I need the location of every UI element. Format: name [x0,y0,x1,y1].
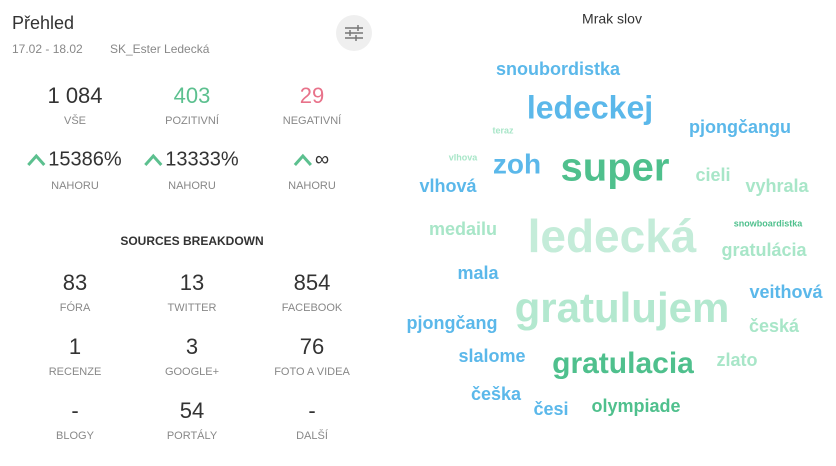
source-label: FACEBOOK [282,302,343,314]
source-value: 1 [69,334,81,359]
cloud-word: snowboardistka [734,218,804,228]
stat-label: POZITIVNÍ [165,114,220,127]
cloud-word: ledecká [528,210,697,262]
source-label: DALŠÍ [296,429,329,442]
cloud-word: pjongčangu [689,117,791,137]
sources-title: SOURCES BREAKDOWN [120,234,263,248]
cloud-word: gratulácia [721,240,807,260]
source-label: PORTÁLY [167,429,218,442]
up-arrow [144,153,163,166]
cloud-word: medailu [429,219,497,239]
cloud-word: cieli [695,165,730,185]
cloud-word: česká [749,316,800,336]
panel-title: Přehled [12,13,74,33]
stat-value: 403 [174,83,211,108]
change-label: NAHORU [51,180,99,192]
change-label: NAHORU [288,180,336,192]
filter-button[interactable] [336,15,372,51]
cloud-word: gratulacia [552,347,694,380]
cloud-word: zoh [493,148,541,179]
stat-value: 1 084 [47,83,102,108]
source-label: GOOGLE+ [165,366,219,378]
source-value: 83 [63,270,87,295]
cloud-word: zlato [716,350,757,370]
stat-label: VŠE [64,114,86,127]
cloud-word: gratulujem [515,284,730,331]
cloud-word: ledeckej [527,89,653,125]
source-value: 3 [186,334,198,359]
source-label: FÓRA [60,301,91,314]
source-value: 54 [180,398,204,423]
cloud-word: snoubordistka [496,59,621,79]
source-label: RECENZE [49,366,102,378]
cloud-word: češka [471,384,522,404]
profile-name: SK_Ester Ledecká [110,42,210,56]
cloud-title: Mrak slov [582,11,642,27]
cloud-word: vlhová [419,176,477,196]
change-value: ∞ [315,148,329,170]
source-label: FOTO A VIDEA [274,366,350,378]
stat-value: 29 [300,83,324,108]
cloud-word: vlhova [449,152,479,162]
change-value: 15386% [48,148,122,170]
cloud-word: pjongčang [407,313,498,333]
cloud-word: česi [533,399,568,419]
source-value: 76 [300,334,324,359]
stat-label: NEGATIVNÍ [283,114,342,127]
cloud-word: vyhrala [745,176,809,196]
change-label: NAHORU [168,180,216,192]
source-value: 13 [180,270,204,295]
cloud-word: teraz [492,125,514,135]
source-value: 854 [294,270,331,295]
cloud-word: olympiade [591,396,680,416]
source-value: - [71,398,78,423]
source-label: BLOGY [56,430,95,442]
cloud-word: mala [457,263,499,283]
cloud-word: slalome [458,346,525,366]
cloud-word: veithová [749,282,823,302]
date-range: 17.02 - 18.02 [12,42,83,56]
cloud-word: super [561,146,670,190]
source-label: TWITTER [168,302,217,314]
up-arrow [27,153,46,166]
change-value: 13333% [165,148,239,170]
up-arrow [293,153,312,166]
source-value: - [308,398,315,423]
